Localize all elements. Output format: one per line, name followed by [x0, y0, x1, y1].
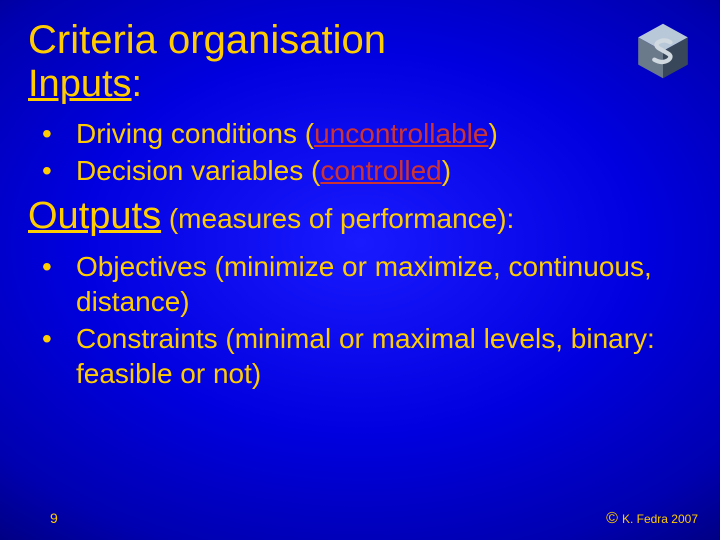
- list-item: • Decision variables (controlled): [28, 153, 692, 188]
- bullet-icon: •: [28, 321, 76, 356]
- bullet-post: ): [488, 118, 497, 149]
- outputs-heading-text: Outputs: [28, 194, 161, 240]
- bullet-pre: Decision variables (: [76, 155, 320, 186]
- bullet-text: Constraints (minimal or maximal levels, …: [76, 321, 692, 391]
- copyright: © K. Fedra 2007: [606, 510, 698, 528]
- bullet-icon: •: [28, 116, 76, 151]
- inputs-heading-text: Inputs: [28, 63, 132, 105]
- inputs-bullets: • Driving conditions (uncontrollable) • …: [28, 116, 692, 188]
- list-item: • Constraints (minimal or maximal levels…: [28, 321, 692, 391]
- outputs-paren: (measures of performance):: [169, 203, 514, 234]
- bullet-text: Objectives (minimize or maximize, contin…: [76, 249, 692, 319]
- page-number: 9: [50, 510, 58, 526]
- copyright-symbol: ©: [606, 510, 618, 527]
- inputs-heading: Inputs:: [28, 64, 692, 106]
- outputs-bullets: • Objectives (minimize or maximize, cont…: [28, 249, 692, 391]
- bullet-icon: •: [28, 249, 76, 284]
- copyright-text: K. Fedra 2007: [622, 512, 698, 526]
- cube-logo-icon: [632, 20, 694, 82]
- bullet-post: ): [442, 155, 451, 186]
- slide-title: Criteria organisation: [28, 18, 692, 62]
- outputs-heading: Outputs (measures of performance):: [28, 194, 692, 240]
- bullet-icon: •: [28, 153, 76, 188]
- bullet-accent: uncontrollable: [314, 118, 488, 149]
- list-item: • Driving conditions (uncontrollable): [28, 116, 692, 151]
- bullet-accent: controlled: [320, 155, 441, 186]
- list-item: • Objectives (minimize or maximize, cont…: [28, 249, 692, 319]
- slide: Criteria organisation Inputs: • Driving …: [0, 0, 720, 540]
- bullet-pre: Driving conditions (: [76, 118, 314, 149]
